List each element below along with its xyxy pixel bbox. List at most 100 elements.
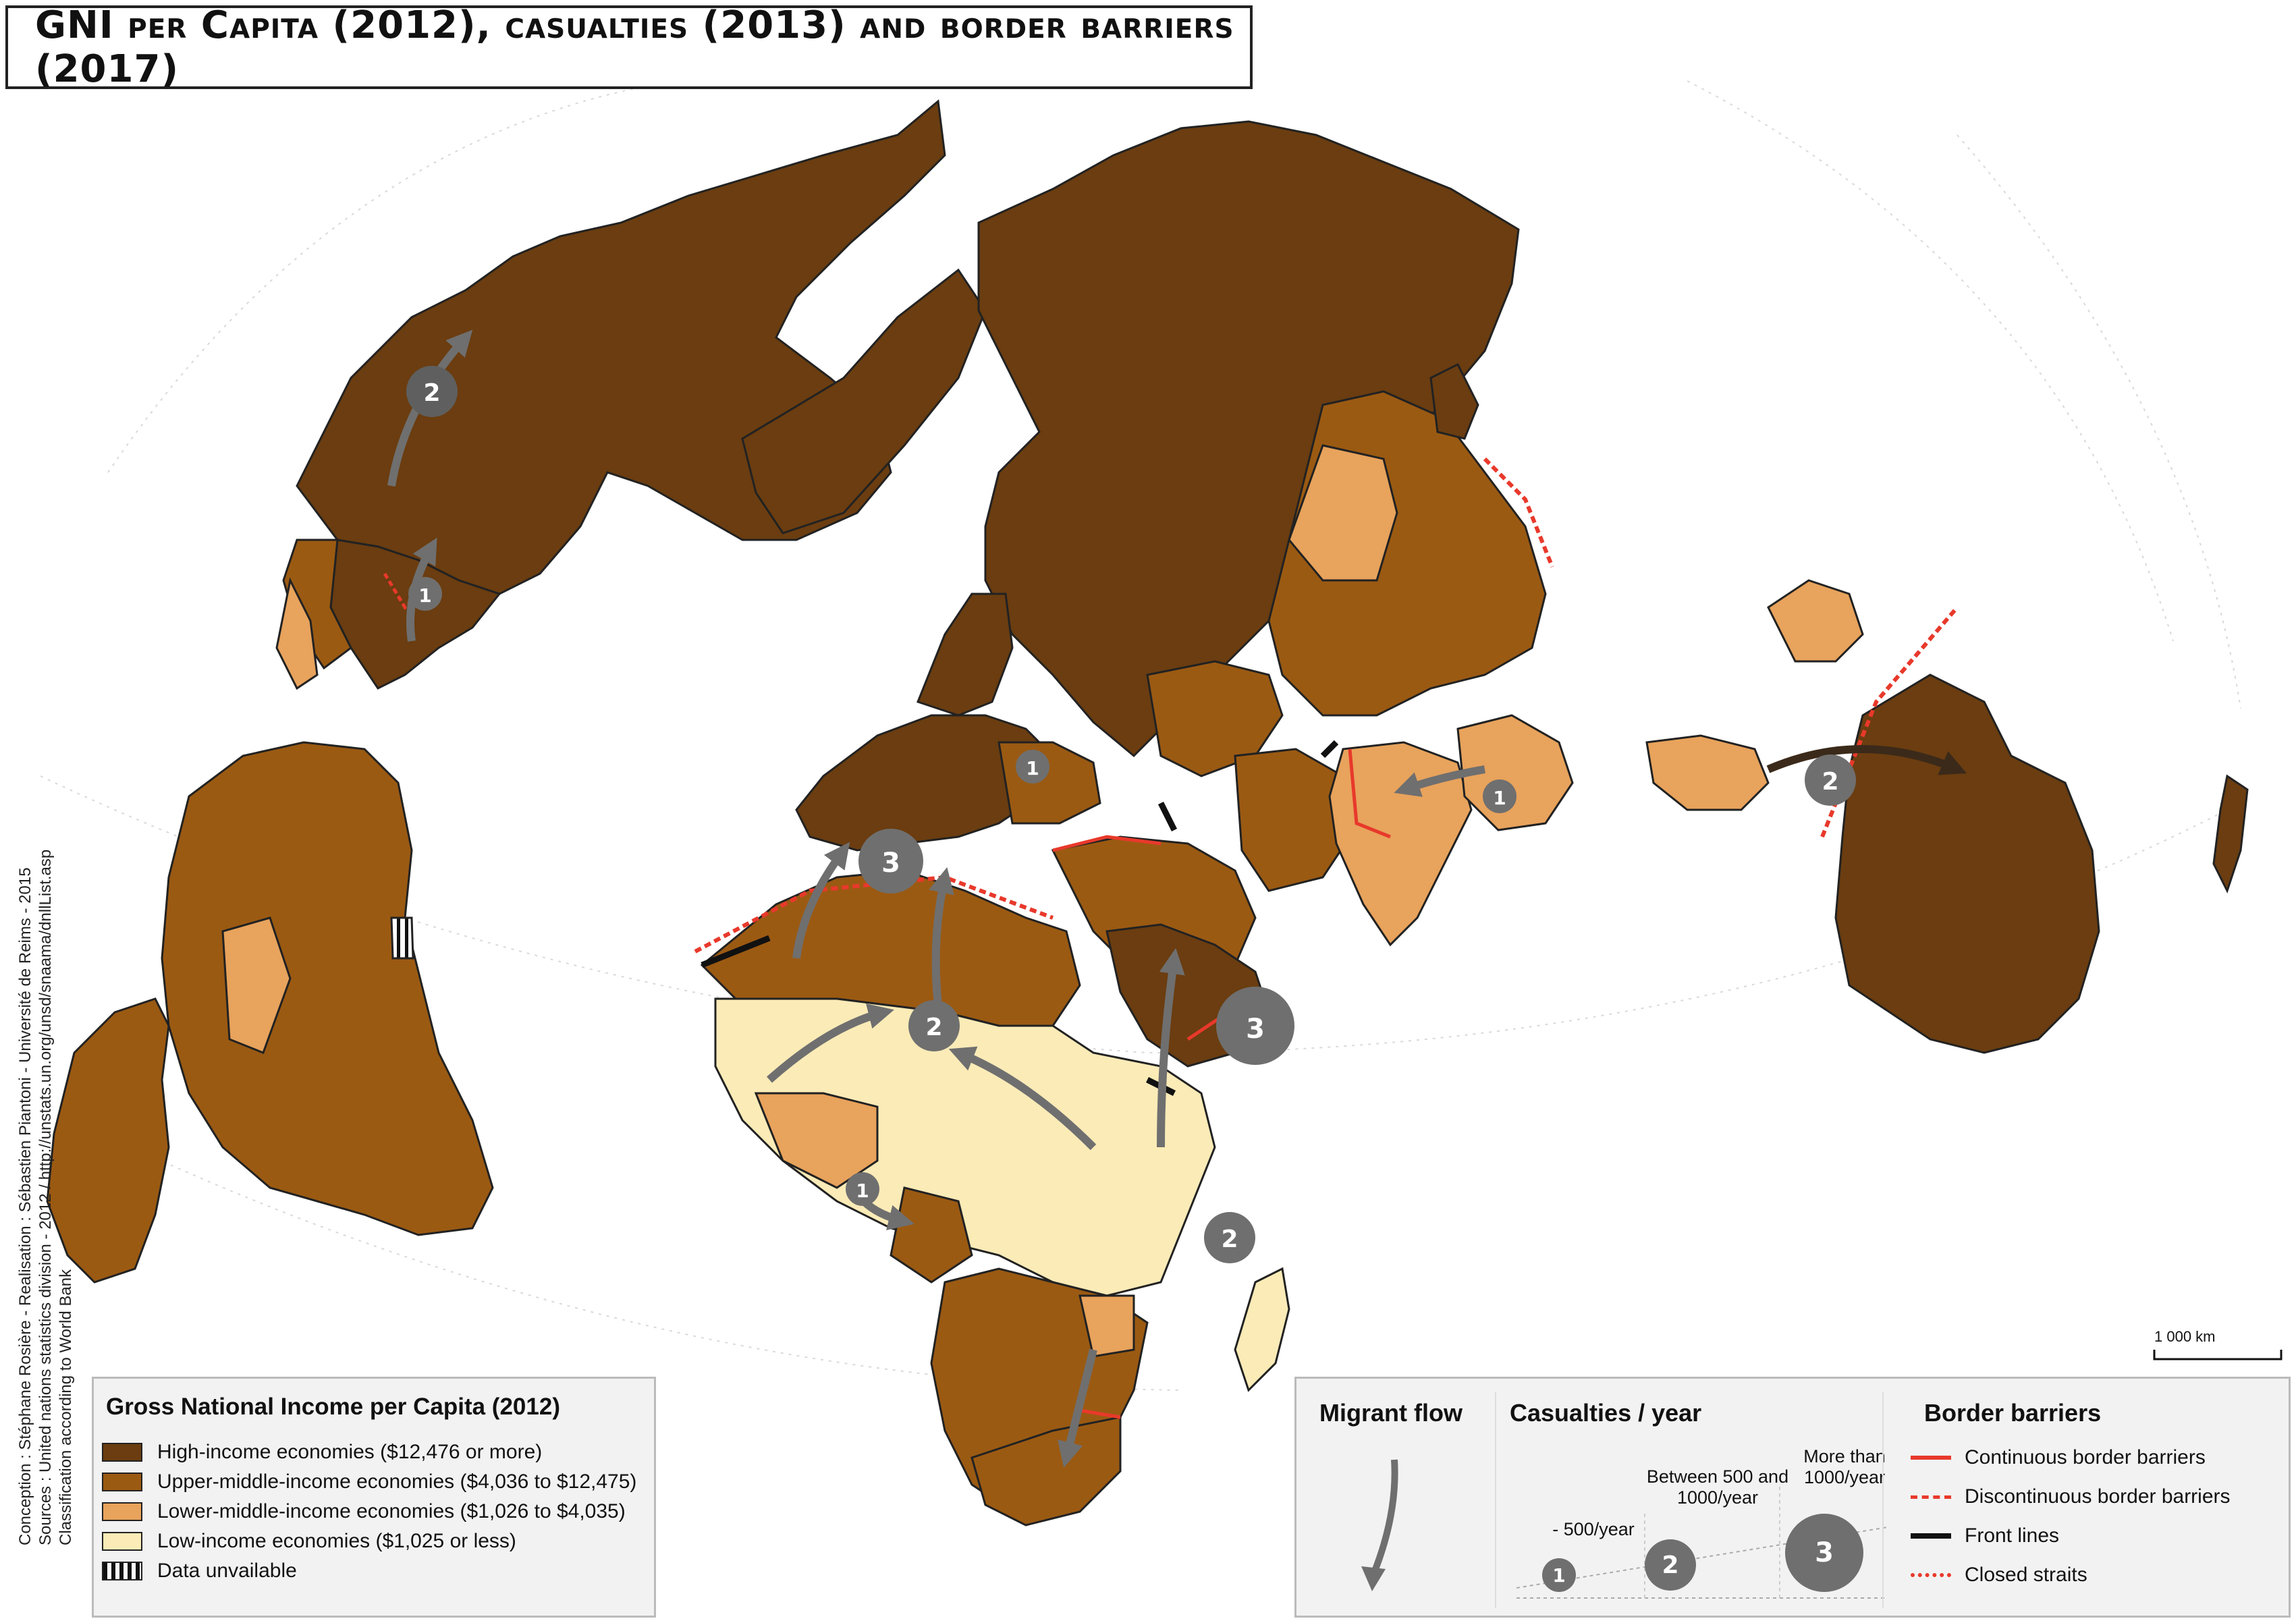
eurasia [795,120,1574,1068]
south-africa [971,1416,1122,1526]
north-america [275,99,987,690]
svg-text:1: 1 [1493,787,1506,809]
border-barriers-title: Border barriers [1924,1399,2102,1427]
casualty-level-circle-3: 3 [1785,1514,1863,1592]
swatch-lower-middle [102,1502,142,1521]
swatch-upper-middle [102,1473,142,1491]
morocco-front-line [701,935,771,968]
japan [1429,362,1479,440]
casualty-marker-sahara: 2 [908,1000,960,1051]
credit-line-2: Sources : United nations statistics divi… [36,849,55,1545]
casualty-marker-mediterranean: 3 [858,829,923,893]
continuous-line-icon [1911,1456,1951,1460]
gni-legend-title: Gross National Income per Capita (2012) [106,1394,560,1420]
migrant-flow-title: Migrant flow [1319,1399,1463,1427]
symbol-legend: Migrant flow Casualties / year - 500/yea… [1294,1377,2291,1618]
border-legend-item-discontinuous: Discontinuous border barriers [1911,1485,2231,1508]
casualty-level-label-3: More than 1000/year [1803,1446,1886,1487]
credit-line-3: Classification according to World Bank [57,1269,75,1545]
casualty-marker-canada-atlantic: 2 [406,366,458,417]
gni-legend-label: High-income economies ($12,476 or more) [157,1441,543,1463]
casualty-level-label-1: - 500/year [1552,1519,1635,1539]
ukraine-front-line [1157,801,1178,832]
front-line-icon [1911,1533,1951,1539]
gni-legend-label: Lower-middle-income economies ($1,026 to… [157,1500,626,1522]
svg-text:1: 1 [856,1180,869,1202]
south-america [46,741,494,1284]
casualty-marker-mayotte: 2 [1204,1212,1255,1263]
border-legend-label: Closed straits [1965,1564,2087,1586]
casualty-marker-bay-of-bengal: 1 [1483,779,1516,813]
border-legend-label: Discontinuous border barriers [1965,1485,2231,1508]
migrant-flow-arrow-icon [1361,1459,1398,1591]
flow-horn-north [948,1046,1097,1151]
west-africa-lmi [754,1092,879,1189]
scale-label: 1 000 km [2154,1328,2216,1345]
korea-closed-strait [1483,457,1554,568]
legend-divider [1495,1392,1496,1608]
eastern-europe [997,741,1101,825]
svg-text:2: 2 [1221,1226,1238,1253]
svg-text:2: 2 [1822,768,1838,796]
flow-libya-italy [929,867,954,1006]
map-title-box: GNI per Capita (2012), casualties (2013)… [5,3,1253,91]
gni-legend-item-upper-middle: Upper-middle-income economies ($4,036 to… [102,1470,636,1493]
legend-divider [1882,1392,1884,1608]
credit-line-1: Conception : Stéphane Rosière - Realisat… [16,867,34,1545]
gni-legend-label: Upper-middle-income economies ($4,036 to… [157,1470,637,1493]
border-legend-label: Front lines [1965,1524,2060,1547]
africa [700,869,1290,1526]
india-bangla-barrier [1348,748,1391,839]
greenland [741,268,987,534]
casualty-marker-mexico-us: 1 [408,577,442,611]
gni-legend-item-high: High-income economies ($12,476 or more) [102,1441,542,1464]
scale-bar [2153,1350,2283,1360]
india [1328,741,1473,947]
border-legend-item-continuous: Continuous border barriers [1911,1446,2206,1469]
flow-indonesia-australia [1766,745,1967,775]
casualty-marker-ukraine: 1 [1016,750,1049,783]
flow-east-africa-arabia [1157,947,1185,1148]
philippines [1767,579,1864,663]
gni-legend-label: Low-income economies ($1,025 or less) [157,1530,516,1552]
discontinuous-line-icon [1911,1495,1951,1499]
oceania [1645,579,2249,1054]
svg-text:1: 1 [418,584,431,607]
gni-legend-item-low: Low-income economies ($1,025 or less) [102,1530,516,1553]
south-africa-barrier [1079,1408,1121,1419]
border-legend-item-straits: Closed straits [1911,1564,2087,1587]
indonesia [1645,734,1770,811]
flow-sahel-north [767,1003,894,1083]
gni-legend-label: Data unvailable [157,1560,297,1582]
casualty-level-label-2: Between 500 and 1000/year [1646,1466,1789,1508]
central-america [275,577,319,690]
australia [1834,673,2100,1054]
guyana [390,916,414,960]
svg-text:1: 1 [1026,757,1039,779]
gni-legend-item-lower-middle: Lower-middle-income economies ($1,026 to… [102,1500,626,1523]
svg-text:2: 2 [925,1014,942,1041]
scandinavia [917,593,1014,717]
israel-barrier [1052,835,1161,852]
border-legend-item-front: Front lines [1911,1524,2059,1547]
casualty-markers: 2 1 1 3 2 3 1 2 1 2 [406,366,1856,1263]
flow-myanmar-bangladesh [1394,765,1485,797]
svg-text:3: 3 [1246,1014,1265,1045]
bolivia [221,916,292,1054]
map-title: GNI per Capita (2012), casualties (2013)… [35,3,1234,91]
brazil-etc [161,741,494,1236]
canada-alaska [296,99,946,595]
gni-legend: Gross National Income per Capita (2012) … [92,1377,656,1618]
swatch-high [102,1443,142,1462]
madagascar [1234,1267,1290,1392]
border-legend-label: Continuous border barriers [1965,1446,2206,1468]
mexico [282,539,352,670]
closed-straits-icon [1911,1573,1951,1577]
chile-argentina [46,997,170,1284]
flow-southern-africa [1057,1348,1097,1468]
us-mexico-barrier [383,572,420,611]
mongolia [1288,444,1398,582]
swatch-unavailable [102,1562,142,1580]
casualty-marker-gulf-of-aden: 3 [1216,987,1294,1065]
